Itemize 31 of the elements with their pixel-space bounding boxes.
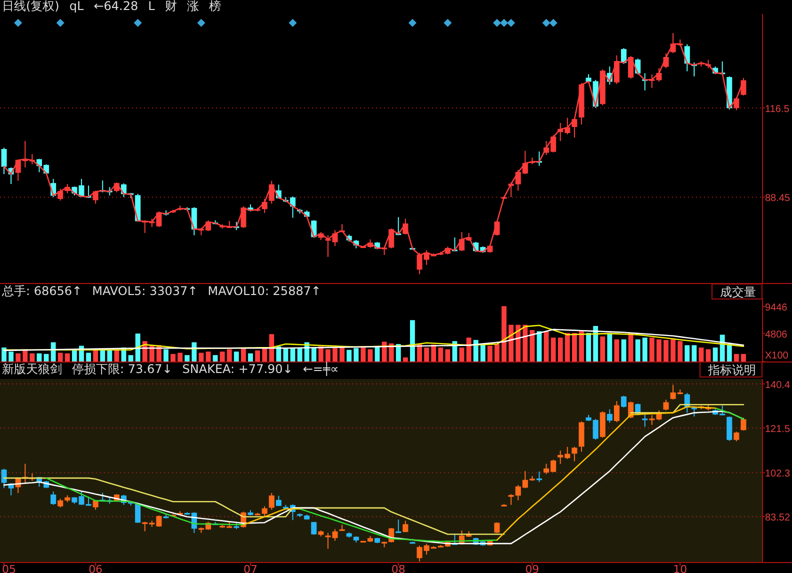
x-tick-label: 07 <box>244 563 258 573</box>
text: SNAKEA: +77.90↓ <box>182 362 293 376</box>
annotation: MAVOL5: 33037↑ <box>92 284 198 298</box>
y-tick-label: 140.4 <box>765 380 790 391</box>
text: L <box>148 0 156 13</box>
x-tick-label: 09 <box>525 563 540 573</box>
text: 停损下限: 73.67↓ <box>72 362 172 376</box>
x-tick-label: 08 <box>391 563 406 573</box>
chart-title: 新版天狼剑 <box>2 362 62 376</box>
y-tick-label: 4806 <box>765 330 788 340</box>
chart-title: 日线(复权) <box>2 0 60 13</box>
text: 财 <box>164 0 177 13</box>
x-tick-label: 06 <box>88 563 103 573</box>
y-tick-label: 102.3 <box>765 468 790 480</box>
text: ←64.28 <box>94 0 138 13</box>
y-tick-label: 116.5 <box>765 104 790 115</box>
x-tick-label: 05 <box>2 563 16 573</box>
annotation: MAVOL10: 25887↑ <box>208 284 322 298</box>
y-tick-label: 88.45 <box>765 193 790 204</box>
y-tick-label: 121.5 <box>765 424 790 435</box>
x-tick-label: 10 <box>673 563 688 573</box>
text: ←=╪∝ <box>302 361 339 376</box>
text: 涨 <box>186 0 199 13</box>
annotation: 总手: 68656↑ <box>1 284 82 298</box>
y-tick-label: 83.52 <box>765 512 790 524</box>
chart-subtitle: 成交量 <box>720 285 756 299</box>
y-tick-label: 9446 <box>765 302 788 314</box>
y-tick-label: X100 <box>765 350 789 362</box>
text: 榜 <box>208 0 221 13</box>
chart-subtitle: 指标说明 <box>707 363 756 377</box>
text: qL <box>69 0 84 13</box>
